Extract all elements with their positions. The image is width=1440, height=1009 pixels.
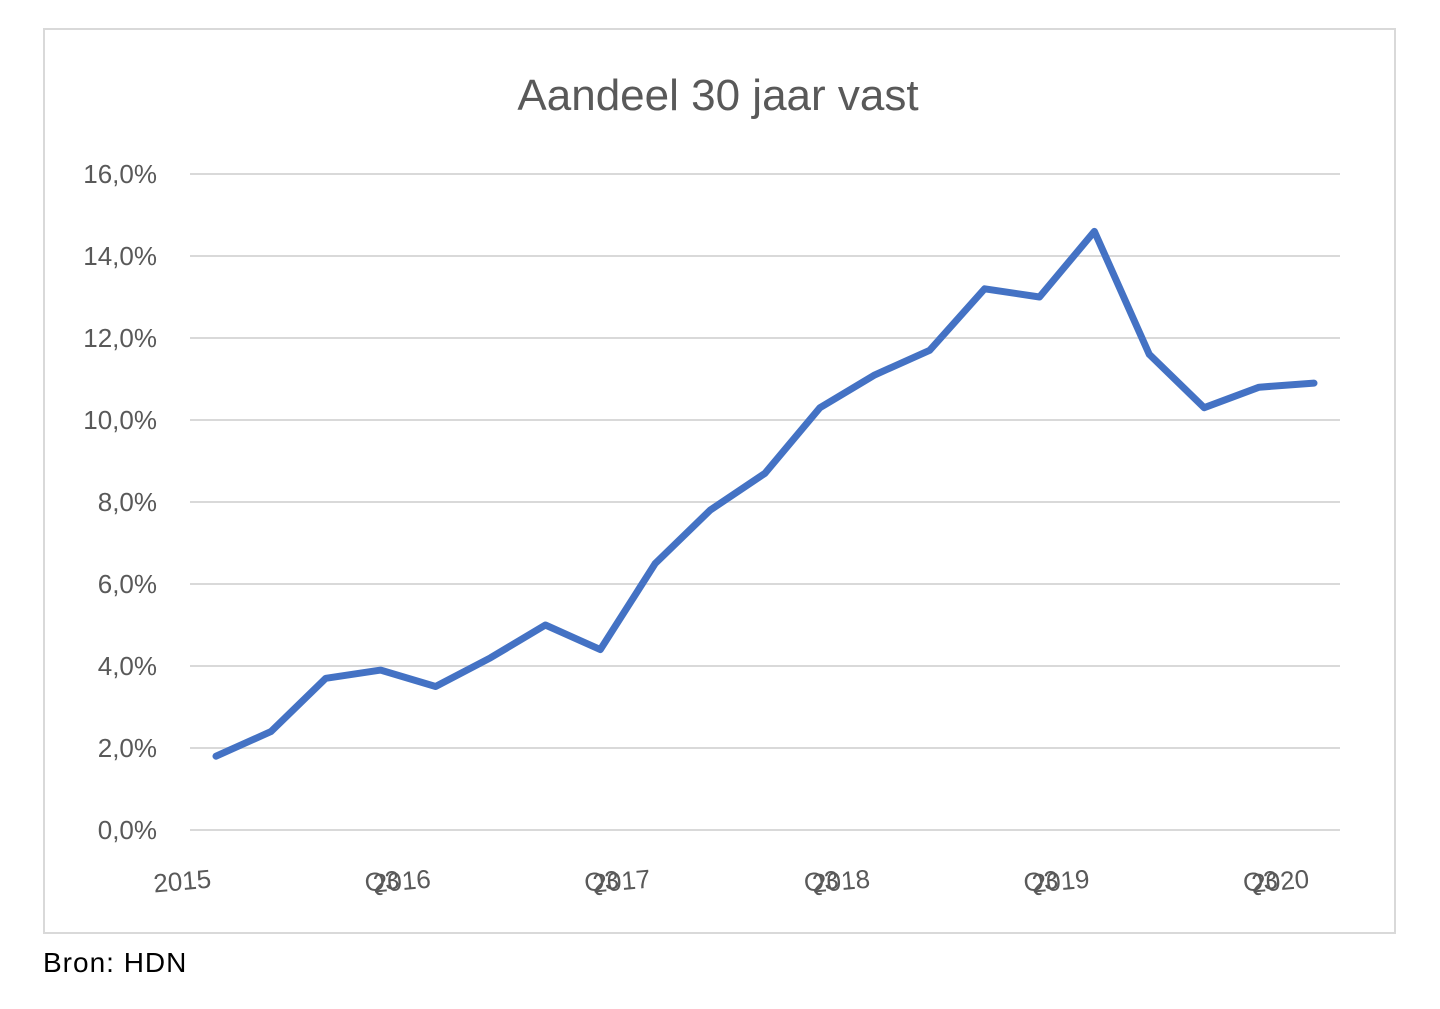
x-tick-label: Q3 <box>1242 865 1279 898</box>
x-tick-label: 2017 <box>591 864 651 899</box>
y-tick-label: 14,0% <box>83 241 157 271</box>
y-tick-label: 12,0% <box>83 323 157 353</box>
series-line <box>212 227 1318 760</box>
y-tick-label: 10,0% <box>83 405 157 435</box>
x-tick-label: Q3 <box>363 865 400 898</box>
x-tick-label: Q3 <box>583 865 620 898</box>
x-tick-label: 2018 <box>811 864 871 899</box>
x-tick-label: 2015 <box>152 864 212 899</box>
y-tick-label: 0,0% <box>98 815 157 845</box>
x-tick-label: 2019 <box>1030 864 1090 899</box>
x-tick-label: 2016 <box>372 864 432 899</box>
chart-frame <box>43 28 1396 934</box>
y-axis-tick-labels: 0,0% 2,0% 4,0% 6,0% 8,0% 10,0% 12,0% 14,0% 16,0% <box>83 159 157 845</box>
x-tick-label: Q3 <box>1022 865 1059 898</box>
y-tick-label: 8,0% <box>98 487 157 517</box>
y-tick-label: 6,0% <box>98 569 157 599</box>
gridlines <box>190 173 1340 831</box>
x-tick-label: Q3 <box>803 865 840 898</box>
chart-title: Aandeel 30 jaar vast <box>517 71 918 120</box>
x-tick-label: 2020 <box>1250 864 1310 899</box>
y-tick-label: 2,0% <box>98 733 157 763</box>
y-tick-label: 4,0% <box>98 651 157 681</box>
source-note: Bron: HDN <box>43 947 188 978</box>
y-tick-label: 16,0% <box>83 159 157 189</box>
series-group <box>212 227 1318 760</box>
